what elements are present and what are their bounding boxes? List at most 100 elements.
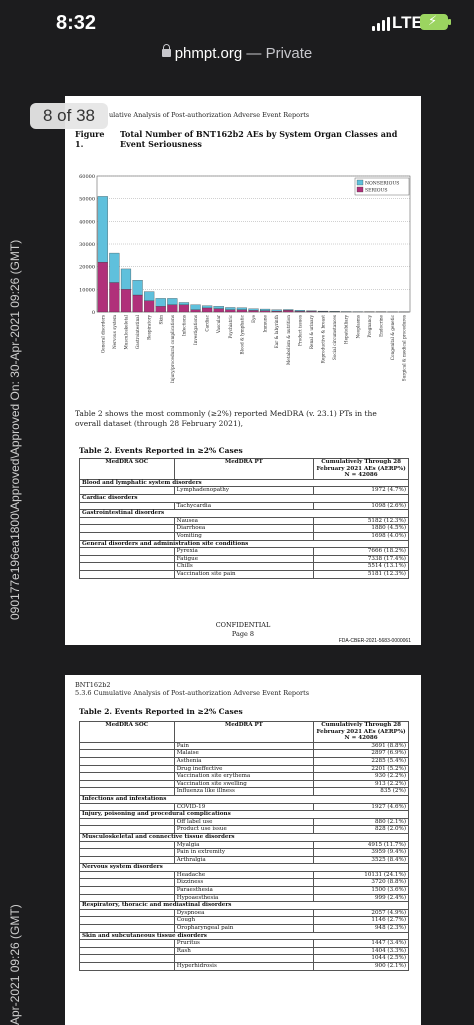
table-row: Nervous system disorders — [79, 863, 409, 872]
table-row: Lymphadenopathy 1972 (4.7%) — [79, 486, 409, 495]
bar-nonserious — [306, 310, 317, 312]
pt-cell: Asthenia — [173, 756, 315, 766]
table-row: Pruritus 1447 (3.4%) — [79, 939, 409, 948]
value-cell: 7338 (17.4%) — [313, 554, 409, 564]
bar-serious — [97, 261, 108, 313]
x-category-label: Eye — [251, 314, 256, 322]
value-cell: 913 (2.2%) — [313, 779, 409, 789]
network-type: LTE — [392, 13, 423, 32]
x-category-label: Product issues — [297, 315, 302, 346]
soc-cell: Cardiac disorders — [79, 493, 409, 503]
table-row: Hyperhidrosis 900 (2.1%) — [79, 962, 409, 971]
empty-cell — [79, 825, 175, 834]
table-row: Paraesthesia 1500 (3.6%) — [79, 886, 409, 895]
table-row: Blood and lymphatic system disorders — [79, 478, 409, 488]
pt-cell: Tachycardia — [173, 501, 315, 511]
private-mode-label: — Private — [246, 45, 313, 62]
events-table: MedDRA SOC MedDRA PT Cumulatively Throug… — [79, 458, 409, 579]
empty-cell — [79, 946, 175, 956]
table-row: Pyrexia 7666 (18.2%) — [79, 547, 409, 556]
empty-cell — [79, 840, 175, 850]
pt-cell: Diarrhoea — [173, 524, 315, 533]
table-row: General disorders and administration sit… — [79, 539, 409, 549]
table-row: Vomiting 1698 (4.0%) — [79, 531, 409, 541]
empty-cell — [79, 916, 175, 926]
table-row: Tachycardia 1098 (2.6%) — [79, 501, 409, 511]
empty-cell — [79, 524, 175, 533]
value-cell: 1880 (4.5%) — [313, 524, 409, 533]
x-category-label: Skin — [158, 315, 163, 325]
table-row: Drug ineffective 2201 (5.2%) — [79, 764, 409, 774]
value-cell: 5514 (13.1%) — [313, 562, 409, 571]
bar-serious — [225, 309, 236, 313]
value-cell: 2201 (5.2%) — [313, 764, 409, 774]
empty-cell — [79, 554, 175, 564]
table-row: Influenza like illness 835 (2%) — [79, 787, 409, 796]
x-category-label: Vascular — [216, 315, 221, 334]
table-row: Pain in extremity 3959 (9.4%) — [79, 848, 409, 857]
table-row: Product use issue 828 (2.0%) — [79, 825, 409, 834]
bar-nonserious — [109, 252, 120, 283]
bar-nonserious — [213, 306, 224, 309]
x-category-label: Investigations — [193, 315, 198, 345]
pt-cell: Oropharyngeal pain — [173, 924, 315, 933]
bar-nonserious — [132, 280, 143, 296]
x-category-label: Reproductive & breast — [321, 315, 326, 364]
x-category-label: Renal & urinary — [309, 314, 314, 349]
value-cell: 7666 (18.2%) — [313, 547, 409, 556]
value-cell: 880 (2.1%) — [313, 817, 409, 827]
pt-cell: Influenza like illness — [173, 787, 315, 796]
empty-cell — [79, 531, 175, 541]
pt-cell: Hypoaesthesia — [173, 893, 315, 903]
table-row: Off label use 880 (2.1%) — [79, 817, 409, 827]
empty-cell — [79, 870, 175, 880]
footer-page-number: Page 8 — [231, 630, 255, 638]
value-cell: 930 (2.2%) — [313, 772, 409, 781]
table-row: Respiratory, thoracic and mediastinal di… — [79, 901, 409, 910]
pt-cell: Off label use — [173, 817, 315, 827]
bar-serious — [178, 304, 190, 313]
pt-cell: Fatigue — [173, 554, 315, 564]
y-tick-label: 0 — [92, 310, 95, 316]
value-cell: 1404 (3.3%) — [313, 946, 409, 956]
empty-cell — [79, 962, 175, 971]
table-row: Headache 10131 (24.1%) — [79, 870, 409, 880]
value-cell: 835 (2%) — [313, 787, 409, 796]
pt-cell: Dyspnoea — [173, 908, 315, 918]
x-category-label: Metabolism & nutrition — [286, 315, 291, 365]
x-category-label: Psychiatric — [228, 314, 233, 338]
value-cell: 5181 (12.3%) — [313, 569, 409, 579]
table-row: Nausea 5182 (12.3%) — [79, 516, 409, 526]
empty-cell — [79, 569, 175, 579]
empty-cell — [79, 924, 175, 933]
x-category-label: Hepatobiliary — [344, 314, 349, 344]
bar-nonserious — [97, 196, 108, 263]
value-cell: 3691 (8.8%) — [313, 741, 409, 751]
table-row: Injury, poisoning and procedural complic… — [79, 810, 409, 819]
value-cell: 3959 (9.4%) — [313, 848, 409, 857]
pt-cell: Dizziness — [173, 878, 315, 888]
table-row: Hypoaesthesia 999 (2.4%) — [79, 893, 409, 903]
pt-cell: COVID-19 — [173, 802, 315, 812]
pt-cell: Pyrexia — [173, 547, 315, 556]
soc-cell: Musculoskeletal and connective tissue di… — [79, 832, 409, 842]
header-pt: MedDRA PT — [173, 721, 315, 743]
bar-nonserious — [190, 304, 201, 310]
y-tick-label: 50000 — [79, 197, 95, 203]
figure-label: Figure 1. — [75, 129, 105, 149]
x-category-label: General disorders — [100, 315, 105, 353]
pt-cell: Chills — [173, 562, 315, 571]
soc-cell: Skin and subcutaneous tissue disorders — [79, 931, 409, 941]
empty-cell — [79, 817, 175, 827]
soc-cell: Injury, poisoning and procedural complic… — [79, 810, 409, 819]
bar-nonserious — [294, 310, 305, 312]
empty-cell — [79, 939, 175, 948]
bar-serious — [132, 294, 143, 313]
pt-cell: Product use issue — [173, 825, 315, 834]
pdf-page-9: BNT162b2 5.3.6 Cumulative Analysis of Po… — [65, 675, 421, 1025]
x-category-label: Surgical & medical procedures — [402, 315, 407, 381]
empty-cell — [79, 547, 175, 556]
table-row: Musculoskeletal and connective tissue di… — [79, 832, 409, 842]
bar-serious — [283, 310, 294, 313]
address-bar[interactable]: phmpt.org — Private — [0, 40, 474, 72]
